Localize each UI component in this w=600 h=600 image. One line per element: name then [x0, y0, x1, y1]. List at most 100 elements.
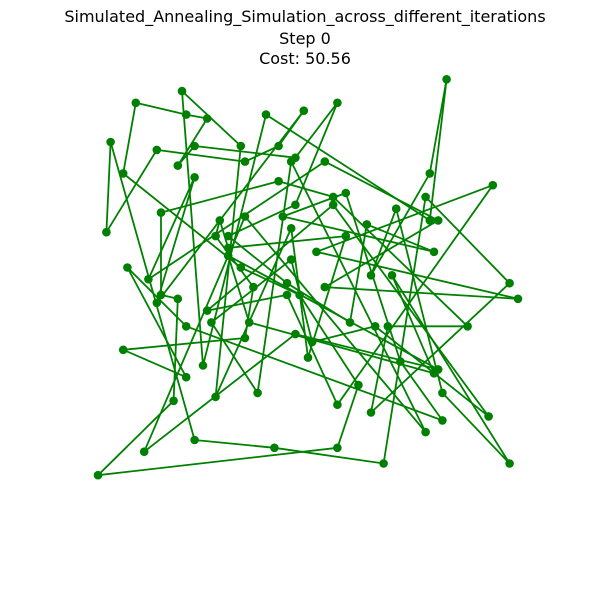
city-point — [328, 200, 338, 210]
city-point — [223, 251, 233, 260]
city-point — [223, 243, 233, 253]
city-point — [152, 145, 162, 155]
route-segment — [324, 160, 439, 222]
city-point — [379, 459, 388, 468]
city-point — [236, 141, 246, 151]
city-point — [333, 443, 342, 453]
route-segment — [156, 110, 305, 304]
city-point — [366, 408, 376, 417]
city-point — [333, 98, 342, 108]
city-point — [425, 169, 435, 178]
route-segment — [370, 282, 511, 414]
route-segment — [105, 149, 158, 233]
route-segment — [123, 337, 246, 351]
route-segment — [294, 102, 339, 206]
route-segment — [290, 259, 314, 343]
city-point — [320, 282, 330, 292]
city-point — [396, 357, 405, 366]
route-segment — [160, 180, 279, 214]
city-point — [173, 161, 183, 170]
city-point — [383, 322, 393, 331]
city-point — [312, 247, 321, 257]
route-segment — [143, 333, 296, 453]
route-segment — [156, 149, 246, 163]
route-segment — [240, 266, 300, 296]
route-segment — [126, 267, 187, 378]
city-point — [328, 192, 338, 202]
city-point — [307, 337, 317, 347]
route-lines — [97, 79, 519, 477]
route-segment — [109, 141, 196, 441]
city-point — [102, 227, 111, 237]
chart-cost-label: Cost: 50.56 — [259, 49, 351, 68]
route-segment — [177, 118, 208, 167]
route-segment — [207, 294, 288, 312]
route-segment — [155, 177, 196, 304]
city-point — [463, 322, 472, 331]
route-segment — [441, 392, 511, 465]
city-point — [215, 216, 225, 225]
city-point — [421, 192, 430, 202]
route-segment — [324, 219, 439, 288]
route-segment — [316, 250, 519, 300]
city-point — [169, 396, 178, 406]
plot-area — [93, 75, 523, 480]
city-point — [320, 157, 330, 166]
route-segment — [286, 294, 339, 406]
city-point — [106, 137, 115, 147]
city-point — [181, 322, 191, 331]
route-segment — [181, 91, 204, 366]
route-segment — [316, 184, 494, 253]
city-point — [425, 216, 435, 225]
route-segment — [147, 176, 196, 280]
city-point — [387, 271, 397, 280]
city-point — [156, 290, 166, 300]
city-point — [207, 318, 216, 327]
route-segment — [336, 184, 494, 406]
chart-title: Simulated_Annealing_Simulation_across_di… — [64, 7, 545, 27]
city-point — [366, 271, 376, 280]
route-segment — [218, 220, 230, 249]
route-segment — [399, 361, 444, 421]
route-segment — [256, 161, 293, 394]
route-segment — [349, 224, 368, 323]
city-point — [211, 231, 220, 241]
city-point — [433, 216, 443, 225]
city-point — [295, 290, 304, 300]
city-point — [156, 208, 166, 217]
city-point — [362, 220, 372, 229]
route-segment — [336, 384, 360, 449]
route-segment — [210, 258, 292, 324]
city-point — [370, 322, 380, 331]
route-segment — [228, 235, 346, 249]
city-point — [286, 224, 296, 233]
chart-step-label: Step 0 — [279, 29, 331, 48]
route-segment — [332, 204, 490, 417]
city-point — [282, 278, 292, 288]
route-segment — [227, 255, 251, 323]
city-point — [421, 427, 430, 437]
city-point — [253, 388, 262, 398]
route-segment — [185, 325, 443, 422]
city-markers — [93, 75, 523, 480]
city-point — [429, 247, 439, 257]
city-point — [261, 110, 271, 119]
route-segment — [172, 298, 179, 401]
route-segment — [122, 102, 137, 174]
route-segment — [194, 439, 275, 449]
city-point — [190, 173, 199, 182]
city-point — [299, 106, 309, 115]
route-segment — [206, 204, 334, 312]
route-segment — [298, 294, 360, 386]
city-point — [513, 294, 523, 304]
city-point — [123, 263, 132, 272]
city-point — [139, 447, 149, 457]
city-point — [286, 157, 296, 166]
city-point — [236, 263, 246, 272]
city-point — [391, 204, 401, 213]
city-point — [438, 416, 447, 425]
route-segment — [424, 196, 511, 284]
route-segment — [290, 161, 427, 433]
city-point — [442, 75, 451, 84]
city-point — [341, 188, 351, 198]
